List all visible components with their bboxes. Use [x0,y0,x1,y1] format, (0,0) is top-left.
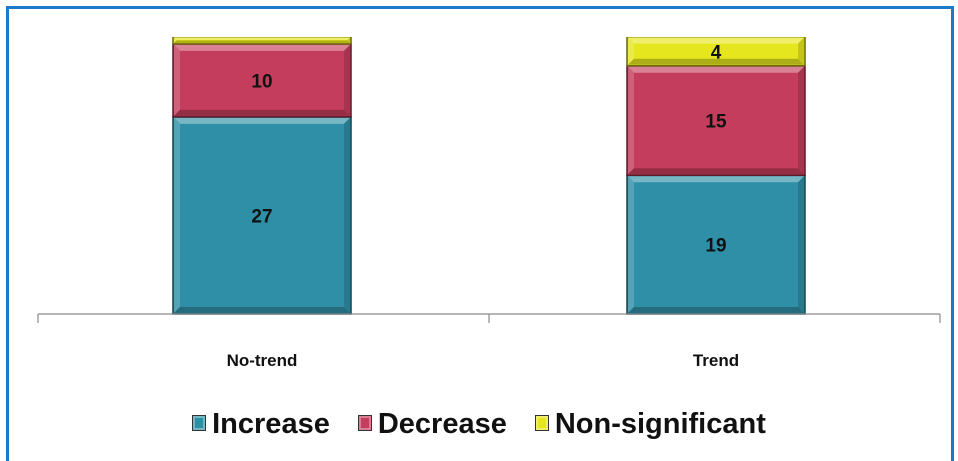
x-tick-label-no-trend: No-trend [227,351,298,370]
x-axis [37,313,941,323]
legend-swatch [534,415,549,431]
bar-non-significant-trend [626,37,806,67]
bar-non-significant-no-trend [172,37,352,45]
legend-item-decrease: Decrease [357,408,507,441]
x-tick-label-trend: Trend [693,351,739,370]
bar-increase-trend [626,174,806,315]
data-label-increase-no-trend: 27 [251,206,272,227]
legend-swatch [357,415,372,431]
data-label-increase-trend: 19 [705,236,726,257]
bar-decrease-no-trend [172,43,352,118]
legend-label: Increase [212,408,330,440]
legend-item-non-significant: Non-significant [534,408,766,441]
data-label-non-significant-trend: 4 [711,42,722,63]
legend: Increase Decrease Non-significant [0,408,958,441]
legend-swatch [192,415,207,431]
legend-label: Decrease [377,408,507,440]
legend-label: Non-significant [554,408,766,440]
data-label-decrease-trend: 15 [705,112,727,133]
bar-increase-no-trend [172,116,352,315]
bar-decrease-trend [626,65,806,177]
data-label-decrease-no-trend: 10 [251,71,272,92]
legend-item-increase: Increase [192,408,330,441]
